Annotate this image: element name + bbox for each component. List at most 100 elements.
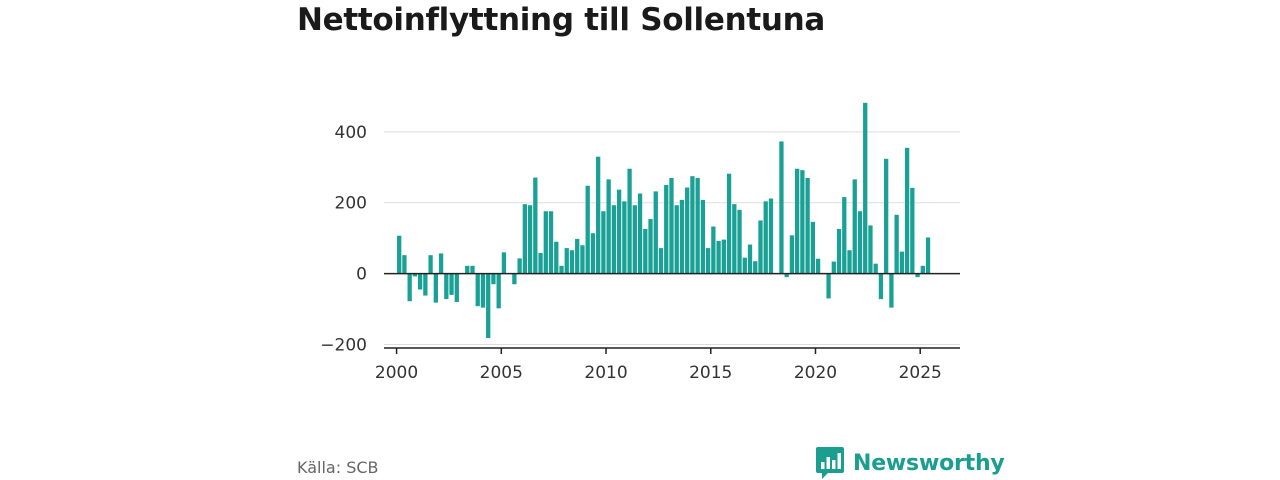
brand-logo: Newsworthy — [815, 446, 1005, 480]
bar — [533, 177, 538, 274]
bar — [805, 177, 810, 274]
bar — [637, 193, 643, 274]
y-tick-label: 400 — [335, 123, 367, 143]
bar — [616, 189, 622, 274]
bar — [732, 204, 737, 274]
bar — [737, 209, 742, 274]
bar — [522, 204, 527, 274]
bar — [800, 170, 805, 274]
bar — [847, 250, 852, 274]
bar — [580, 245, 585, 274]
bar — [747, 244, 753, 274]
bar — [795, 168, 800, 274]
bar — [449, 273, 454, 295]
bar — [742, 257, 747, 274]
bar — [486, 273, 491, 339]
bar — [653, 191, 658, 274]
bar — [465, 265, 470, 274]
bar — [475, 273, 480, 307]
bar — [517, 258, 522, 274]
bar — [590, 233, 596, 274]
bar — [779, 141, 784, 274]
x-tick-label: 2000 — [375, 363, 418, 383]
bar — [622, 201, 627, 274]
bar — [512, 273, 517, 285]
bar — [412, 273, 418, 277]
bar — [894, 214, 899, 274]
bar — [491, 273, 496, 285]
bar — [569, 250, 575, 274]
bars — [397, 102, 931, 339]
bar — [397, 235, 402, 274]
bar — [705, 248, 711, 274]
bar — [789, 235, 795, 274]
bar — [857, 211, 863, 274]
bar — [417, 273, 423, 290]
bar — [920, 265, 925, 274]
bar — [700, 199, 706, 274]
bar — [889, 273, 894, 308]
x-tick-label: 2010 — [584, 363, 627, 383]
brand-name: Newsworthy — [853, 450, 1005, 476]
bar — [925, 237, 931, 274]
bar — [559, 265, 564, 274]
x-tick-label: 2005 — [480, 363, 523, 383]
bar — [826, 273, 831, 299]
bar — [915, 273, 920, 278]
bar — [548, 211, 554, 274]
bar — [575, 238, 580, 274]
bar — [753, 261, 758, 274]
bar — [815, 258, 821, 274]
bar — [470, 265, 475, 274]
bar — [643, 228, 648, 274]
bar — [904, 147, 910, 274]
bar — [784, 273, 789, 278]
bar — [480, 273, 486, 308]
bar — [716, 241, 721, 274]
bar — [878, 273, 884, 300]
bar — [711, 226, 716, 274]
bar — [768, 198, 774, 274]
bar — [658, 248, 664, 274]
bar — [664, 185, 669, 274]
bar — [868, 225, 873, 274]
bar — [758, 220, 763, 274]
source-note: Källa: SCB — [297, 458, 379, 477]
bar — [543, 211, 548, 274]
bar — [606, 179, 611, 274]
bar — [601, 211, 606, 274]
bar — [402, 255, 407, 274]
bar — [674, 205, 679, 274]
bar — [538, 253, 543, 274]
bar — [564, 248, 569, 274]
bar — [721, 239, 726, 274]
bar — [836, 228, 842, 274]
bar — [884, 158, 889, 274]
bar — [679, 199, 685, 274]
bar — [433, 273, 438, 303]
chart-title: Nettoinflyttning till Sollentuna — [297, 2, 826, 38]
bar — [910, 187, 915, 274]
bar — [501, 252, 507, 274]
x-tick-label: 2020 — [794, 363, 837, 383]
bar — [554, 241, 559, 274]
bar — [763, 201, 768, 274]
bar — [423, 273, 428, 296]
bar — [527, 205, 533, 274]
bar — [669, 177, 674, 274]
bar — [690, 176, 695, 274]
x-tick-label: 2025 — [899, 363, 942, 383]
bar — [444, 273, 449, 300]
bar — [454, 273, 459, 302]
bar — [899, 251, 905, 274]
bar — [627, 168, 632, 274]
y-tick-label: −200 — [320, 335, 367, 355]
bar — [863, 102, 868, 274]
bar — [831, 261, 836, 274]
y-tick-label: 200 — [335, 194, 367, 214]
bar — [810, 221, 815, 274]
y-tick-label: 0 — [356, 265, 367, 285]
bar — [852, 179, 857, 274]
